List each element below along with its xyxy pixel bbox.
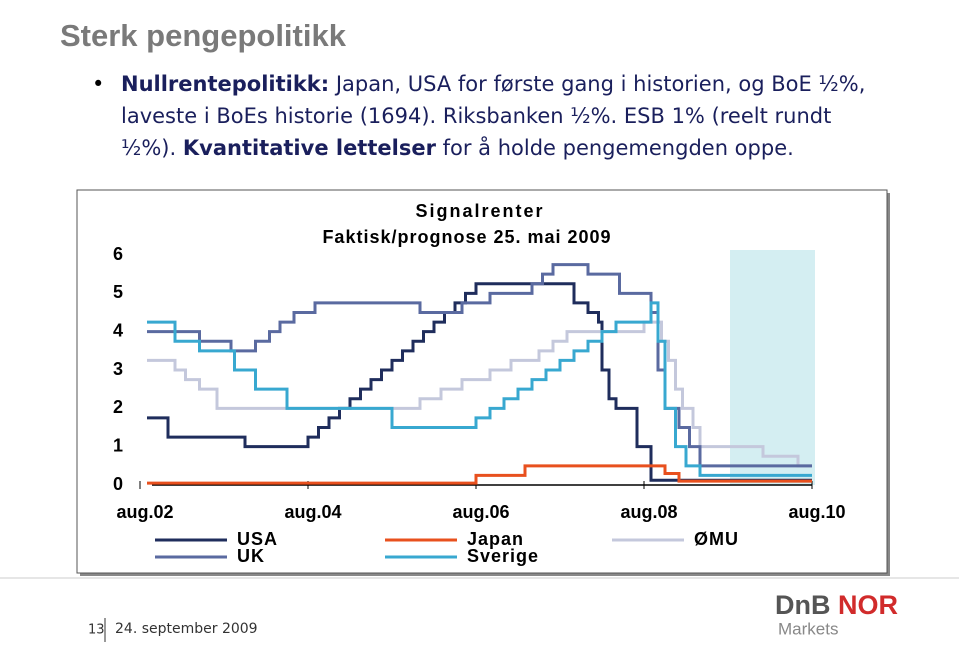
bullet-segment: for å holde pengemengden oppe.: [435, 136, 794, 160]
y-tick-label: 2: [113, 397, 123, 417]
forecast-area: [730, 250, 815, 485]
bullet-text: Nullrentepolitikk: Japan, USA for første…: [121, 68, 891, 164]
bullet-segment: Kvantitative lettelser: [182, 136, 436, 160]
x-tick-label: aug.02: [116, 502, 173, 522]
footer-date: 24. september 2009: [115, 621, 258, 637]
legend-label: UK: [237, 546, 265, 566]
y-tick-label: 0: [113, 474, 123, 494]
legend-label: Japan: [467, 529, 524, 549]
series-line: [147, 282, 812, 482]
bullet-segment: Japan, USA for første gang i historien, …: [121, 72, 866, 160]
legend-label: ØMU: [694, 529, 739, 549]
page-number: 13: [88, 623, 105, 638]
y-tick-label: 4: [113, 320, 123, 340]
chart-subtitle: Faktisk/prognose 25. mai 2009: [322, 227, 611, 247]
series-line: [147, 320, 812, 468]
logo-left: DnB: [775, 590, 831, 620]
series-line: [147, 301, 812, 477]
y-tick-label: 5: [113, 282, 123, 302]
y-tick-label: 6: [113, 244, 123, 264]
legend-label: Sverige: [467, 546, 539, 566]
slide-title: Sterk pengepolitikk: [60, 18, 347, 53]
y-tick-label: 1: [113, 435, 123, 455]
logo-right: NOR: [838, 590, 898, 620]
y-tick-label: 3: [113, 359, 123, 379]
legend-label: USA: [237, 529, 278, 549]
bullet-segment: Nullrentepolitikk:: [121, 72, 330, 96]
x-tick-label: aug.04: [284, 502, 341, 522]
chart-title: Signalrenter: [415, 201, 544, 221]
x-tick-label: aug.10: [788, 502, 845, 522]
bullet-dot: •: [92, 72, 105, 96]
logo-sub: Markets: [778, 619, 838, 638]
series-line: [147, 464, 812, 485]
x-tick-label: aug.06: [452, 502, 509, 522]
x-tick-label: aug.08: [620, 502, 677, 522]
